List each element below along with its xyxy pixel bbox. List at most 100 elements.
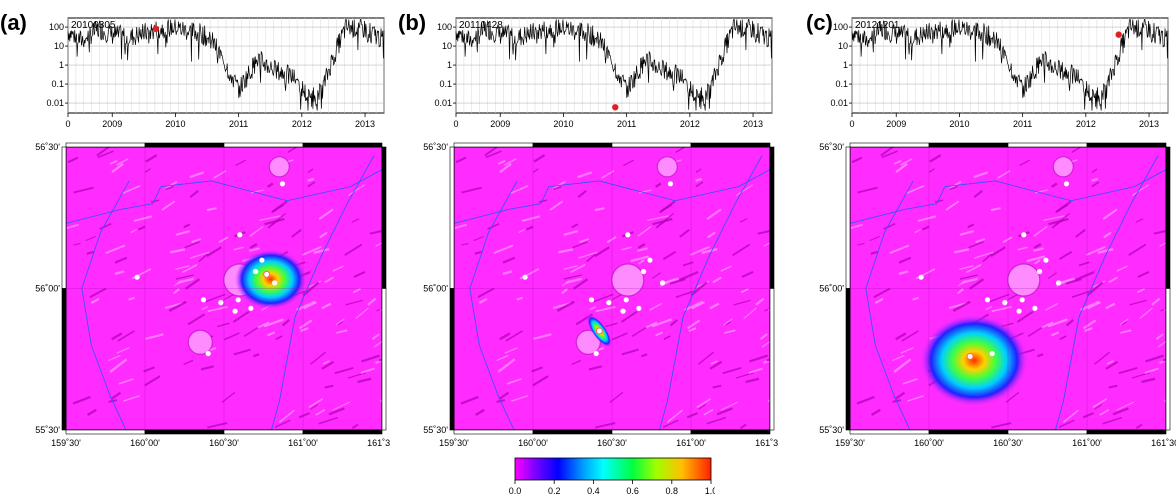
relief-shading (959, 274, 978, 280)
y-tick-label: 1 (59, 60, 64, 70)
relief-shading (1091, 181, 1100, 188)
relief-shading (623, 159, 634, 167)
station-marker (606, 300, 612, 306)
y-tick-label: 10 (838, 41, 848, 51)
relief-shading (1084, 327, 1093, 332)
relief-shading (663, 335, 671, 341)
relief-shading (117, 330, 135, 342)
longitude-label: 160˚30' (993, 438, 1023, 448)
relief-shading (375, 359, 382, 364)
relief-shading (990, 207, 1001, 212)
x-tick-label: 2012 (1076, 119, 1096, 129)
river-line (850, 169, 1166, 224)
relief-shading (223, 332, 240, 341)
relief-shading (278, 409, 295, 424)
relief-shading (689, 245, 710, 256)
relief-shading (1108, 276, 1118, 284)
relief-shading (735, 184, 754, 197)
relief-shading (161, 200, 176, 211)
panel-b: (b) 100 10 1 0.1 0.01 0 2009 2010 2011 2012 2013 20… (388, 0, 778, 470)
map-content (66, 147, 382, 430)
relief-shading (335, 318, 345, 326)
date-label: 20100305 (71, 20, 116, 31)
relief-shading (973, 171, 989, 179)
relief-shading (662, 250, 677, 261)
relief-shading (870, 250, 878, 255)
longitude-label: 160˚00' (518, 438, 548, 448)
relief-shading (144, 333, 164, 340)
relief-shading (1059, 335, 1067, 341)
relief-shading (649, 302, 663, 311)
relief-shading (328, 407, 345, 416)
relief-shading (898, 256, 912, 264)
volcano-cone (656, 156, 678, 178)
river-line (454, 169, 770, 224)
relief-shading (313, 247, 330, 254)
station-marker (522, 274, 528, 280)
map-content (454, 147, 770, 430)
relief-shading (1131, 372, 1151, 379)
relief-shading (1105, 360, 1119, 370)
map-frame-bar (65, 142, 146, 148)
latitude-label: 55˚30' (35, 425, 60, 435)
map-plot: 159˚30' 160˚00' 160˚30' 161˚00' 161˚30' 56˚30… (35, 142, 390, 448)
relief-shading (748, 367, 763, 374)
latitude-label: 55˚30' (423, 425, 448, 435)
relief-shading (235, 159, 246, 167)
relief-shading (461, 243, 469, 246)
relief-shading (1074, 270, 1095, 282)
relief-shading (1041, 321, 1054, 329)
relief-shading (563, 230, 578, 236)
relief-shading (710, 360, 718, 365)
relief-shading (620, 310, 638, 323)
relief-shading (606, 236, 617, 244)
relief-shading (347, 184, 366, 197)
relief-shading (1099, 409, 1110, 416)
station-marker (1037, 268, 1043, 275)
latitude-label: 56˚30' (423, 142, 448, 152)
relief-shading (1116, 265, 1128, 272)
relief-shading (1094, 404, 1103, 410)
relief-shading (318, 416, 339, 425)
relief-shading (137, 225, 146, 231)
map-frame-bar (65, 429, 146, 435)
relief-shading (266, 182, 274, 188)
relief-shading (189, 251, 210, 259)
panel-label: (a) (0, 10, 27, 35)
river-line (469, 180, 518, 430)
river-line (865, 180, 914, 430)
relief-shading (1045, 302, 1059, 311)
relief-shading (249, 247, 260, 252)
relief-shading (373, 340, 382, 348)
time-series-plot: 100 10 1 0.1 0.01 0 2009 2010 2011 2012 2013 201003… (46, 17, 385, 129)
relief-shading (967, 223, 975, 229)
station-marker (1055, 280, 1062, 286)
relief-shading (72, 395, 91, 405)
relief-shading (86, 250, 94, 255)
map-frame-bar (381, 146, 387, 289)
relief-shading (586, 253, 597, 263)
relief-shading (1091, 168, 1098, 173)
station-marker (667, 181, 674, 187)
relief-shading (605, 322, 618, 328)
relief-shading (187, 313, 206, 326)
relief-shading (114, 270, 125, 276)
relief-shading (669, 278, 686, 285)
station-marker (218, 300, 224, 306)
station-marker (253, 268, 259, 275)
relief-shading (298, 412, 310, 419)
relief-shading (850, 223, 863, 230)
relief-shading (232, 310, 250, 323)
relief-shading (898, 270, 909, 276)
station-marker (235, 297, 241, 303)
x-tick-label: 2012 (292, 119, 312, 129)
relief-shading (173, 288, 180, 295)
relief-shading (589, 305, 597, 311)
panel-label: (c) (806, 10, 833, 35)
relief-shading (296, 300, 316, 312)
map-plot: 159˚30' 160˚00' 160˚30' 161˚00' 161˚30' 56˚30… (819, 142, 1176, 448)
latitude-label: 56˚00' (35, 284, 60, 294)
relief-shading (315, 409, 326, 416)
relief-shading (249, 225, 264, 237)
event-marker (612, 104, 619, 111)
